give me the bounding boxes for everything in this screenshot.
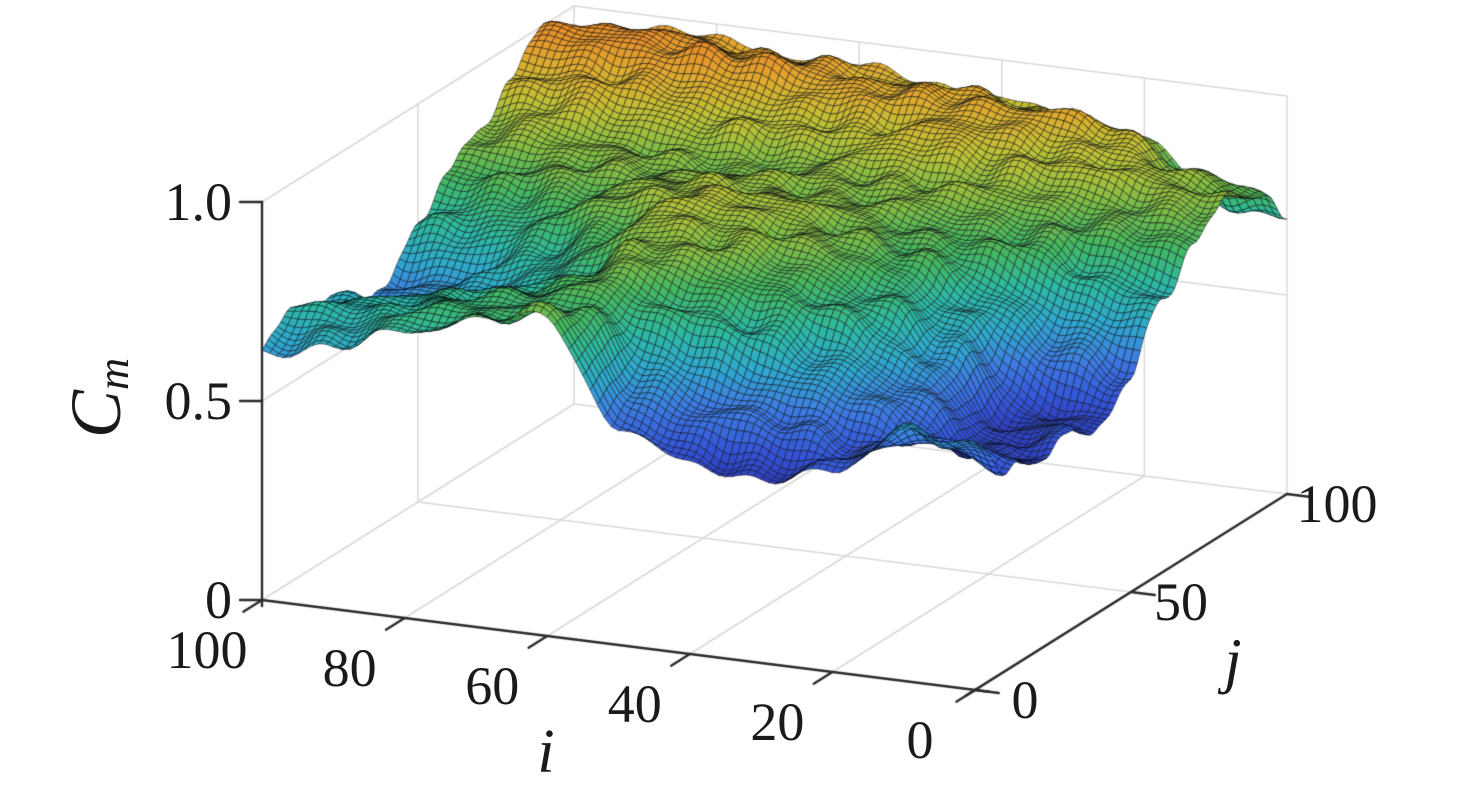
- i-axis-label: i: [537, 718, 555, 786]
- z-tick-label: 0: [205, 570, 232, 630]
- i-tick-label: 0: [906, 710, 934, 770]
- j-tick-label: 100: [1296, 474, 1378, 534]
- i-tick-label: 60: [465, 656, 520, 716]
- j-tick-label: 0: [1011, 670, 1039, 730]
- i-tick-label: 20: [750, 692, 805, 752]
- i-tick-label: 100: [166, 620, 248, 680]
- j-axis-label: j: [1224, 627, 1242, 695]
- z-tick-label: 1.0: [164, 172, 233, 232]
- z-axis-label-main: C: [56, 390, 136, 439]
- z-tick-label: 0.5: [164, 371, 233, 431]
- z-axis-label-subscript: m: [88, 357, 139, 391]
- i-tick-label: 40: [607, 674, 662, 734]
- i-tick-label: 80: [322, 638, 377, 698]
- j-tick-label: 50: [1154, 572, 1208, 632]
- z-axis-label: Cm: [56, 358, 138, 438]
